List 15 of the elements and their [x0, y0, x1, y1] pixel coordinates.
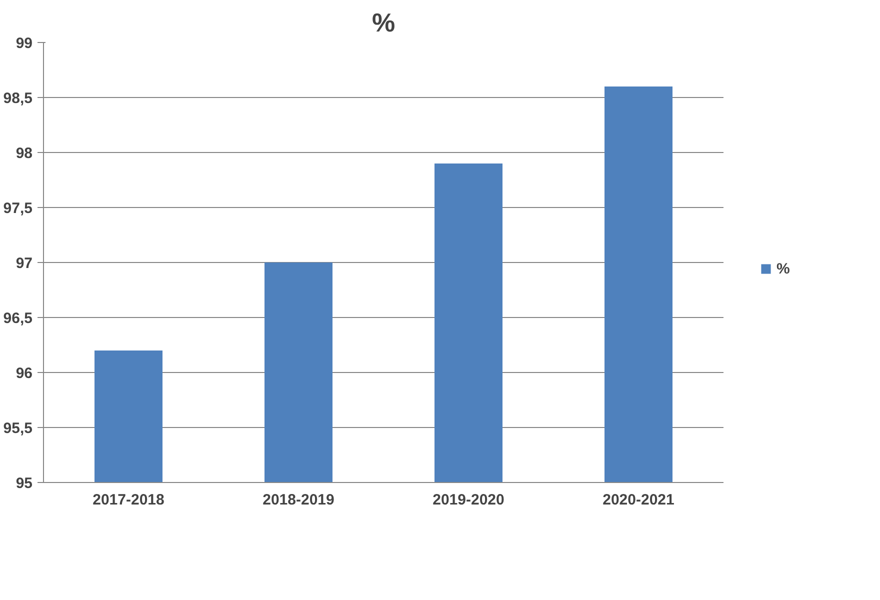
y-tick-label: 95	[16, 475, 33, 492]
y-tick-label: 96,5	[3, 310, 33, 327]
x-tick-label: 2019-2020	[432, 492, 504, 508]
y-tick-label: 97,5	[3, 200, 33, 217]
y-tick-label: 96	[16, 365, 33, 382]
x-tick-label: 2018-2019	[262, 492, 334, 508]
x-tick-label: 2017-2018	[92, 492, 164, 508]
legend-label: %	[776, 260, 791, 277]
y-tick-label: 97	[16, 255, 33, 272]
y-tick-label: 98,5	[3, 90, 33, 107]
y-tick-label: 98	[16, 145, 33, 162]
x-tick-label: 2020-2021	[602, 492, 674, 508]
y-tick-label: 95,5	[3, 420, 33, 437]
y-tick-label: 99	[16, 35, 33, 52]
chart-title: %	[372, 8, 396, 38]
